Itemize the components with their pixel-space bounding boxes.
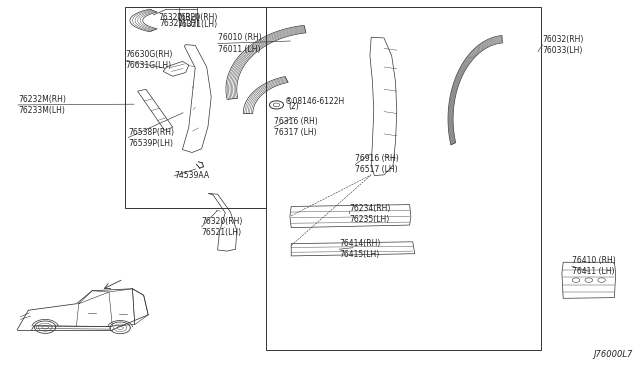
Text: 76630G(RH)
76631G(LH): 76630G(RH) 76631G(LH) [125, 50, 173, 70]
Bar [266, 7, 541, 350]
Text: 76538P(RH)
76539P(LH): 76538P(RH) 76539P(LH) [128, 128, 174, 148]
Text: 76320(RH): 76320(RH) [177, 13, 218, 22]
Text: 76010 (RH)
76011 (LH): 76010 (RH) 76011 (LH) [218, 33, 261, 54]
Text: 76321(LH): 76321(LH) [177, 20, 217, 29]
Text: 76916 (RH)
76517 (LH): 76916 (RH) 76517 (LH) [355, 154, 399, 174]
Text: 74539AA: 74539AA [174, 171, 209, 180]
Text: (2): (2) [288, 102, 299, 111]
Text: ®08146-6122H: ®08146-6122H [285, 97, 344, 106]
Bar [125, 7, 266, 208]
Text: 76232M(RH)
76233M(LH): 76232M(RH) 76233M(LH) [18, 95, 66, 115]
Text: 76234(RH)
76235(LH): 76234(RH) 76235(LH) [349, 204, 391, 224]
Text: 76414(RH)
76415(LH): 76414(RH) 76415(LH) [339, 239, 381, 259]
Text: 76316 (RH)
76317 (LH): 76316 (RH) 76317 (LH) [274, 117, 317, 137]
Text: 76320(RH)
76521(LH): 76320(RH) 76521(LH) [202, 217, 243, 237]
Text: J76000L7: J76000L7 [593, 350, 632, 359]
Text: 76320(RH): 76320(RH) [159, 13, 200, 22]
Text: 76321(LH): 76321(LH) [159, 19, 199, 28]
Text: 76032(RH)
76033(LH): 76032(RH) 76033(LH) [543, 35, 584, 55]
Text: 76410 (RH)
76411 (LH): 76410 (RH) 76411 (LH) [572, 256, 615, 276]
